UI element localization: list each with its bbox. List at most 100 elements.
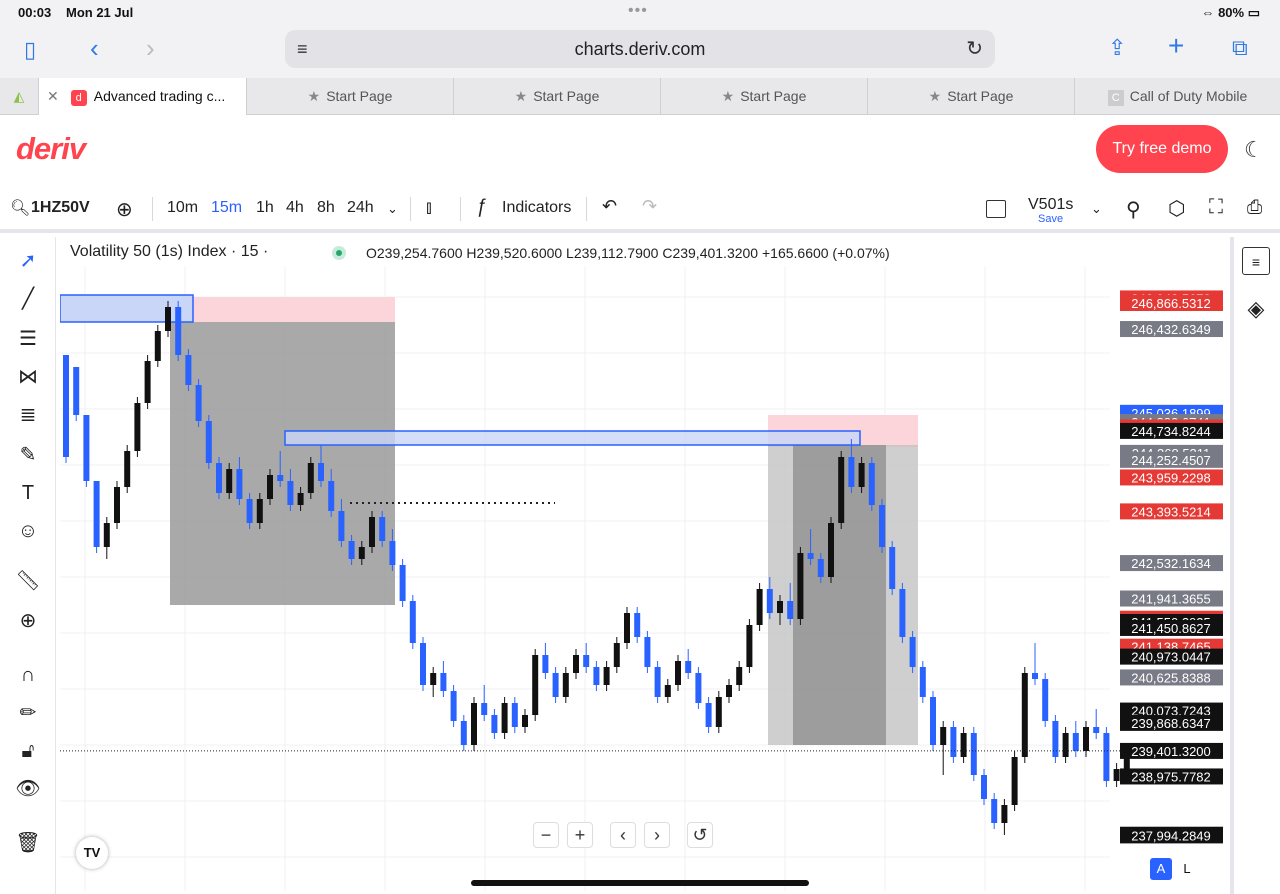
settings-icon[interactable]: ⬡ bbox=[1168, 198, 1186, 220]
price-label-bg bbox=[1120, 295, 1223, 312]
undo-icon[interactable]: ↶ bbox=[602, 196, 618, 216]
price-axis-label: 240,073.7243 bbox=[1120, 702, 1223, 719]
interval-15m[interactable]: 15m bbox=[211, 199, 243, 216]
cursor-icon[interactable]: ➚ bbox=[19, 250, 37, 272]
interval-4h[interactable]: 4h bbox=[286, 199, 304, 216]
zoom-out-button[interactable]: − bbox=[533, 822, 559, 848]
price-chart[interactable]: 246,942.5673246,866.5312246,432.6349245,… bbox=[60, 237, 1228, 891]
browser-tabs: ◭ ✕ d Advanced trading c... ★ Start Page … bbox=[0, 78, 1280, 115]
quick-search-icon[interactable]: ⚲ bbox=[1126, 199, 1141, 221]
price-axis-label: 238,975.7782 bbox=[1120, 768, 1223, 785]
auto-scale-button[interactable]: A bbox=[1150, 858, 1172, 880]
candle-body bbox=[144, 361, 151, 403]
price-label-text: 246,866.5312 bbox=[1131, 296, 1211, 311]
zoom-in-icon[interactable]: ⊕ bbox=[19, 610, 37, 632]
reader-icon[interactable]: ≡ bbox=[297, 39, 308, 59]
fib-icon[interactable]: ≣ bbox=[19, 404, 37, 426]
lock-icon[interactable]: 🔓︎ bbox=[21, 740, 35, 762]
sidebar-toggle-icon[interactable]: ▯ bbox=[24, 37, 37, 62]
brush-icon[interactable]: ✎ bbox=[19, 444, 37, 466]
back-icon[interactable]: ‹ bbox=[90, 33, 99, 63]
url-field[interactable]: ≡ charts.deriv.com ↻ bbox=[285, 30, 995, 68]
price-label-bg bbox=[1120, 702, 1223, 719]
home-indicator bbox=[471, 880, 809, 886]
zoom-in-button[interactable]: + bbox=[567, 822, 593, 848]
fullscreen-icon[interactable]: ⛶ bbox=[1209, 196, 1223, 218]
dark-mode-icon[interactable]: ☾ bbox=[1244, 137, 1264, 162]
reset-button[interactable]: ↺ bbox=[687, 822, 713, 848]
tab-call-of-duty[interactable]: C Call of Duty Mobile bbox=[1074, 78, 1280, 115]
forward-icon[interactable]: › bbox=[146, 33, 155, 63]
visibility-icon[interactable]: 👁︎ bbox=[15, 778, 41, 800]
try-free-demo-button[interactable]: Try free demo bbox=[1096, 125, 1228, 173]
price-label-text: 242,532.1634 bbox=[1131, 556, 1211, 571]
price-label-bg bbox=[1120, 827, 1223, 844]
multitask-dots-icon[interactable]: ••• bbox=[628, 2, 648, 19]
chart-area[interactable]: 246,942.5673246,866.5312246,432.6349245,… bbox=[60, 237, 1228, 891]
candle-body bbox=[297, 493, 304, 505]
interval-1h[interactable]: 1h bbox=[256, 199, 274, 216]
layout-icon[interactable] bbox=[986, 200, 1006, 218]
candle-body bbox=[420, 643, 426, 685]
indicators-button[interactable]: Indicators bbox=[502, 199, 572, 216]
price-label-bg bbox=[1120, 768, 1223, 785]
chart-toolbar: 🔍︎ 1HZ50V ⊕ 10m 15m 1h 4h 8h 24h ⌄ ⫾ ƒ I… bbox=[0, 185, 1280, 233]
trash-icon[interactable]: 🗑︎ bbox=[15, 832, 41, 854]
tabs-overview-icon[interactable]: ⧉ bbox=[1232, 35, 1248, 60]
interval-24h[interactable]: 24h bbox=[347, 199, 374, 216]
symbol-search-icon[interactable]: 🔍︎ bbox=[10, 200, 31, 217]
tab-start-page[interactable]: ★ Start Page bbox=[867, 78, 1074, 115]
candle-body bbox=[950, 727, 957, 757]
interval-10m[interactable]: 10m bbox=[167, 199, 199, 216]
price-axis-label: 237,994.2849 bbox=[1120, 827, 1223, 844]
price-axis-label: 244,734.8244 bbox=[1120, 422, 1223, 439]
price-label-text: 239,868.6347 bbox=[1131, 716, 1211, 731]
camera-icon[interactable]: ⎙ bbox=[1247, 197, 1263, 218]
interval-8h[interactable]: 8h bbox=[317, 199, 335, 216]
close-tab-icon[interactable]: ✕ bbox=[47, 88, 59, 104]
emoji-icon[interactable]: ☺ bbox=[17, 520, 39, 542]
candle-body bbox=[664, 685, 671, 697]
tab-advanced-trading[interactable]: ✕ d Advanced trading c... bbox=[38, 78, 246, 115]
share-icon[interactable]: ⇪ bbox=[1108, 35, 1127, 60]
scroll-left-button[interactable]: ‹ bbox=[610, 822, 636, 848]
candle-body bbox=[705, 703, 712, 727]
deriv-logo[interactable]: deriv bbox=[16, 131, 86, 166]
lock-pencil-icon[interactable]: ✏︎ bbox=[19, 702, 37, 724]
pattern-icon[interactable]: ⋈ bbox=[18, 366, 38, 388]
text-icon[interactable]: T bbox=[21, 482, 35, 504]
chevron-down-icon[interactable]: ⌄ bbox=[1091, 201, 1102, 216]
template-save[interactable]: Save bbox=[1038, 213, 1064, 225]
candle-body bbox=[593, 667, 600, 685]
parallel-channel-icon[interactable]: ☰ bbox=[19, 328, 37, 350]
price-label-bg bbox=[1120, 590, 1223, 607]
candle-body bbox=[450, 691, 457, 721]
compare-symbol-icon[interactable]: ⊕ bbox=[116, 199, 133, 221]
tradingview-logo[interactable]: TV bbox=[76, 837, 108, 869]
trendline-icon[interactable]: ╱ bbox=[21, 288, 35, 310]
chevron-down-icon[interactable]: ⌄ bbox=[387, 201, 398, 216]
redo-icon[interactable]: ↷ bbox=[642, 196, 658, 216]
scroll-right-button[interactable]: › bbox=[644, 822, 670, 848]
tab-start-page[interactable]: ★ Start Page bbox=[453, 78, 660, 115]
indicators-fx-icon[interactable]: ƒ bbox=[476, 196, 487, 217]
tab-extension[interactable]: ◭ bbox=[0, 78, 38, 115]
log-scale-button[interactable]: L bbox=[1183, 861, 1191, 876]
candle-body bbox=[83, 415, 90, 481]
star-icon: ★ bbox=[307, 88, 321, 104]
ruler-icon[interactable]: 📏︎ bbox=[15, 570, 41, 592]
template-name[interactable]: V501s bbox=[1028, 196, 1074, 213]
divider bbox=[586, 197, 587, 221]
candle-body bbox=[175, 307, 182, 355]
new-tab-icon[interactable]: + bbox=[1168, 30, 1185, 61]
layers-icon[interactable]: ◈ bbox=[1247, 296, 1265, 321]
reload-icon[interactable]: ↻ bbox=[966, 38, 983, 60]
symbol-name[interactable]: 1HZ50V bbox=[31, 199, 90, 216]
candle-body bbox=[491, 715, 498, 733]
watchlist-icon[interactable]: ≡ bbox=[1242, 247, 1270, 275]
magnet-icon[interactable]: ∩ bbox=[20, 664, 36, 686]
candle-body bbox=[613, 643, 620, 667]
tab-start-page[interactable]: ★ Start Page bbox=[246, 78, 453, 115]
tab-start-page[interactable]: ★ Start Page bbox=[660, 78, 867, 115]
candles-icon[interactable]: ⫾ bbox=[426, 197, 432, 217]
